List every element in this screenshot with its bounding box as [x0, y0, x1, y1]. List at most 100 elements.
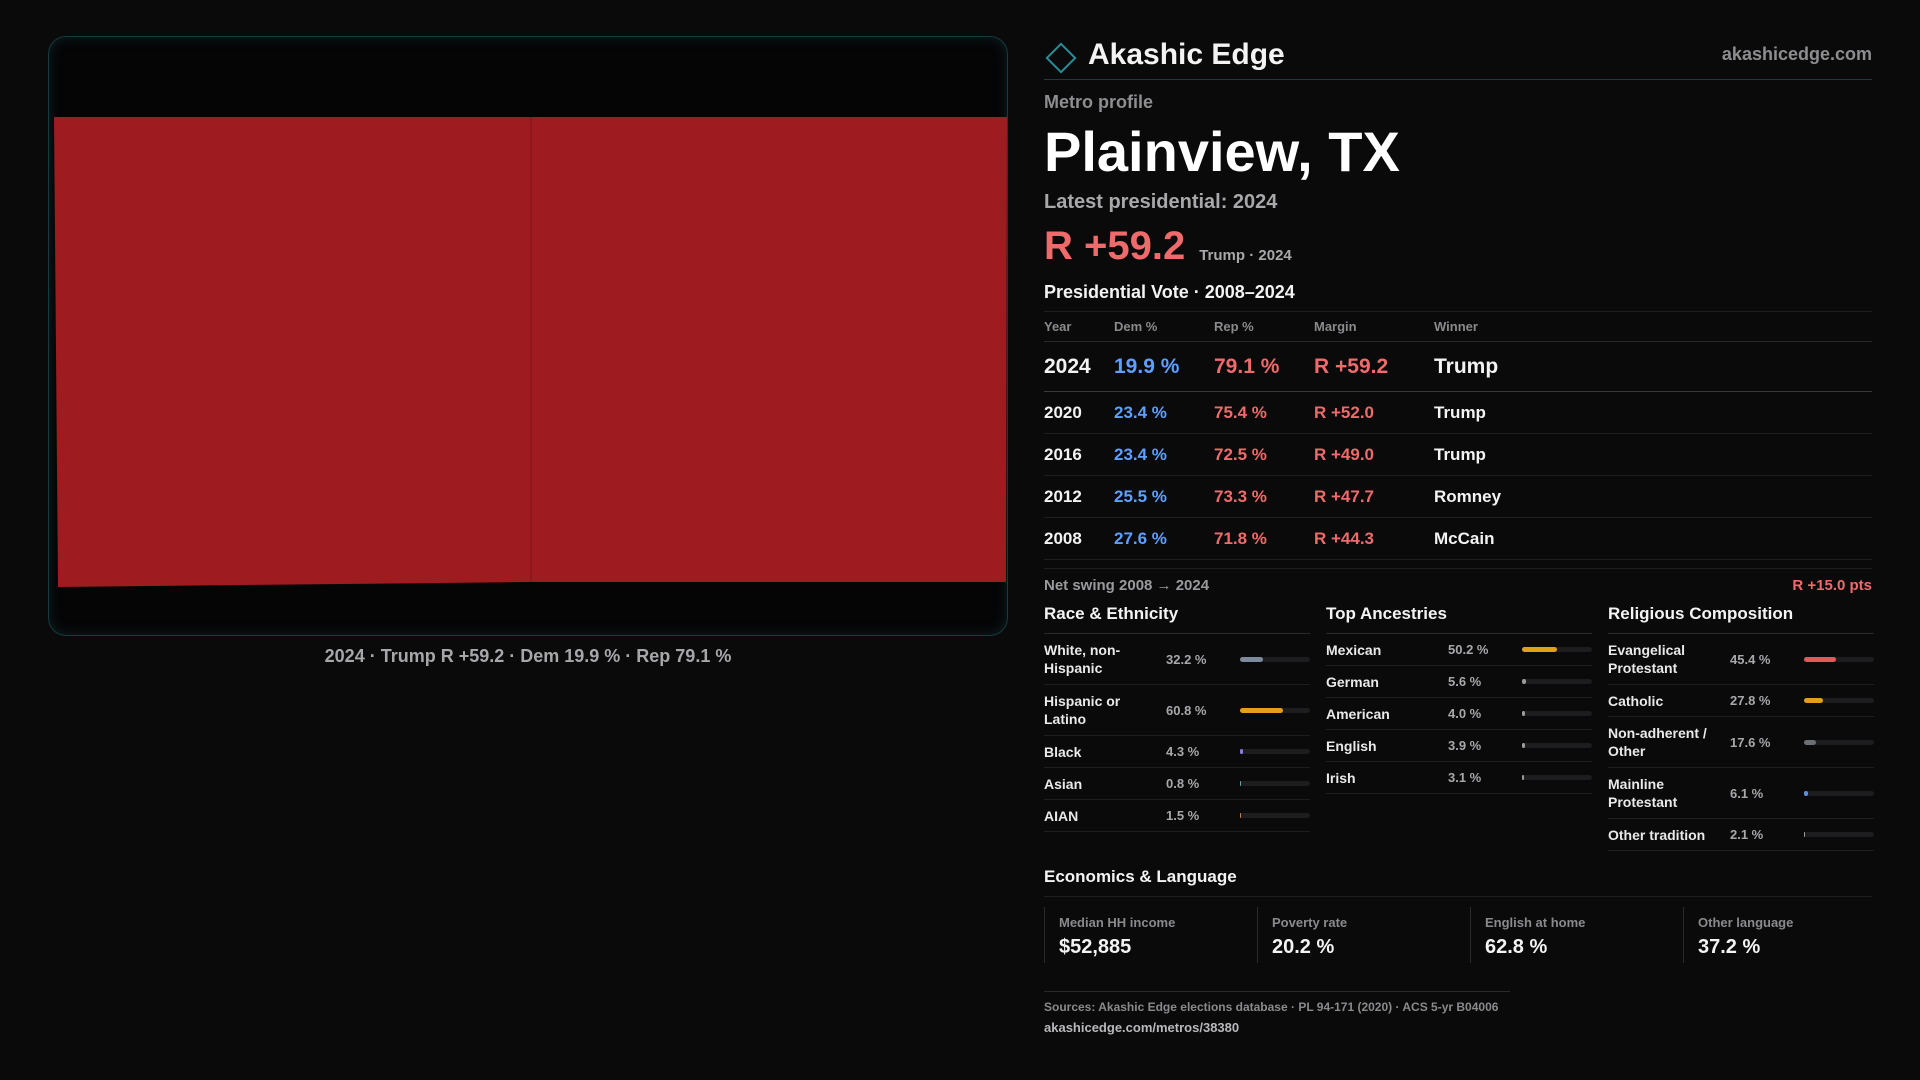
econ-value: 62.8 %: [1485, 936, 1548, 958]
race-pct: 1.5 %: [1166, 808, 1200, 823]
religion-bar: [1804, 739, 1874, 745]
religion-section: Religious Composition Evangelical Protes…: [1608, 604, 1874, 851]
cell-winner: Romney: [1434, 486, 1502, 506]
ancestry-bar: [1522, 743, 1592, 748]
page-title: Plainview, TX: [1044, 120, 1400, 183]
religion-bar-fill: [1804, 739, 1817, 745]
cell-rep: 72.5 %: [1214, 444, 1267, 464]
latest-margin: R +59.2: [1044, 224, 1186, 268]
ancestry-bar-fill: [1522, 711, 1525, 716]
religion-pct: 27.8 %: [1730, 693, 1771, 708]
ancestry-bar-fill: [1522, 743, 1525, 748]
ancestry-row[interactable]: Mexican 50.2 %: [1326, 634, 1592, 666]
table-row[interactable]: 2008 27.6 % 71.8 % R +44.3 McCain: [1044, 518, 1872, 560]
econ-card: Other language 37.2 %: [1683, 907, 1872, 963]
demographics: Race & Ethnicity White, non-Hispanic 32.2…: [1044, 604, 1874, 851]
latest-winner: Trump · 2024: [1199, 247, 1292, 264]
ancestry-bar-fill: [1522, 679, 1526, 684]
cell-margin: R +52.0: [1314, 402, 1375, 422]
race-row[interactable]: Black 4.3 %: [1044, 736, 1310, 768]
race-pct: 60.8 %: [1166, 702, 1207, 718]
col-dem: Dem %: [1114, 319, 1158, 334]
religion-pct: 45.4 %: [1730, 651, 1771, 667]
table-row[interactable]: 2016 23.4 % 72.5 % R +49.0 Trump: [1044, 434, 1872, 476]
ancestry-pct: 3.9 %: [1448, 738, 1482, 753]
table-row[interactable]: 2012 25.5 % 73.3 % R +47.7 Romney: [1044, 476, 1872, 518]
county-map-svg: [54, 117, 1007, 587]
table-row[interactable]: 2024 19.9 % 79.1 % R +59.2 Trump: [1044, 342, 1872, 392]
race-row[interactable]: White, non-Hispanic 32.2 %: [1044, 634, 1310, 685]
religion-bar: [1804, 832, 1874, 837]
brand-name: Akashic Edge: [1088, 37, 1285, 71]
ancestry-name: English: [1326, 737, 1377, 754]
race-row[interactable]: AIAN 1.5 %: [1044, 800, 1310, 832]
ancestry-bar: [1522, 647, 1592, 652]
cell-margin: R +49.0: [1314, 444, 1375, 464]
cell-year: 2008: [1044, 528, 1082, 548]
cell-dem: 23.4 %: [1114, 402, 1167, 422]
ancestry-name: American: [1326, 705, 1390, 722]
ancestry-row[interactable]: American 4.0 %: [1326, 698, 1592, 730]
ancestry-bar-fill: [1522, 775, 1525, 780]
race-row[interactable]: Hispanic or Latino 60.8 %: [1044, 685, 1310, 736]
cell-margin: R +59.2: [1314, 354, 1389, 378]
net-swing-label: Net swing 2008 → 2024: [1044, 577, 1210, 594]
table-row[interactable]: 2020 23.4 % 75.4 % R +52.0 Trump: [1044, 392, 1872, 434]
net-swing-value: R +15.0 pts: [1792, 577, 1872, 594]
race-pct: 4.3 %: [1166, 744, 1200, 759]
race-row[interactable]: Asian 0.8 %: [1044, 768, 1310, 800]
ancestry-bar: [1522, 775, 1592, 780]
religion-pct: 2.1 %: [1730, 827, 1764, 842]
ancestry-row[interactable]: Irish 3.1 %: [1326, 762, 1592, 794]
religion-title: Religious Composition: [1608, 604, 1874, 634]
cell-dem: 27.6 %: [1114, 528, 1167, 548]
race-bar: [1240, 707, 1310, 713]
religion-row[interactable]: Evangelical Protestant 45.4 %: [1608, 634, 1874, 685]
race-pct: 0.8 %: [1166, 776, 1200, 791]
site-domain-link[interactable]: akashicedge.com: [1721, 44, 1872, 64]
religion-row[interactable]: Other tradition 2.1 %: [1608, 819, 1874, 851]
ancestry-pct: 4.0 %: [1448, 706, 1482, 721]
cell-year: 2012: [1044, 486, 1082, 506]
cell-dem: 23.4 %: [1114, 444, 1167, 464]
cell-rep: 73.3 %: [1214, 486, 1267, 506]
ancestry-row[interactable]: English 3.9 %: [1326, 730, 1592, 762]
cell-rep: 75.4 %: [1214, 402, 1267, 422]
county-left[interactable]: [54, 117, 531, 587]
county-right[interactable]: [531, 117, 1007, 582]
race-pct: 32.2 %: [1166, 651, 1207, 667]
religion-bar-fill: [1804, 832, 1806, 837]
ancestry-row[interactable]: German 5.6 %: [1326, 666, 1592, 698]
religion-row[interactable]: Catholic 27.8 %: [1608, 685, 1874, 717]
col-year: Year: [1044, 319, 1072, 334]
ancestry-section: Top Ancestries Mexican 50.2 % German 5.6 % A…: [1326, 604, 1592, 851]
econ-label: Poverty rate: [1272, 915, 1348, 930]
race-list: White, non-Hispanic 32.2 % Hispanic or Lat…: [1044, 634, 1310, 832]
cell-rep: 79.1 %: [1214, 354, 1280, 378]
latest-margin-row: R +59.2 Trump · 2024: [1044, 224, 1872, 268]
religion-row[interactable]: Non-adherent / Other 17.6 %: [1608, 717, 1874, 768]
race-name: White, non-Hispanic: [1044, 642, 1121, 676]
race-name: Hispanic or Latino: [1044, 693, 1121, 727]
sources-text: Sources: Akashic Edge elections database…: [1044, 1000, 1499, 1014]
cell-winner: Trump: [1434, 354, 1499, 378]
race-bar: [1240, 813, 1310, 818]
cell-winner: Trump: [1434, 444, 1486, 464]
cell-winner: McCain: [1434, 528, 1495, 548]
econ-value: 20.2 %: [1272, 936, 1335, 958]
ancestry-bar: [1522, 711, 1592, 716]
religion-row[interactable]: Mainline Protestant 6.1 %: [1608, 768, 1874, 819]
race-bar-fill: [1240, 707, 1283, 713]
ancestry-name: German: [1326, 673, 1379, 690]
sources-link[interactable]: akashicedge.com/metros/38380: [1044, 1020, 1240, 1035]
ancestry-pct: 5.6 %: [1448, 674, 1482, 689]
religion-name: Catholic: [1608, 692, 1664, 709]
latest-label: Latest presidential: 2024: [1044, 191, 1278, 213]
econ-value: $52,885: [1059, 936, 1132, 958]
religion-bar-fill: [1804, 790, 1809, 796]
econ-label: English at home: [1485, 915, 1586, 930]
brand[interactable]: Akashic Edge: [1044, 37, 1285, 74]
religion-name: Other tradition: [1608, 826, 1706, 843]
metro-map[interactable]: [48, 36, 1008, 636]
religion-pct: 6.1 %: [1730, 785, 1764, 801]
